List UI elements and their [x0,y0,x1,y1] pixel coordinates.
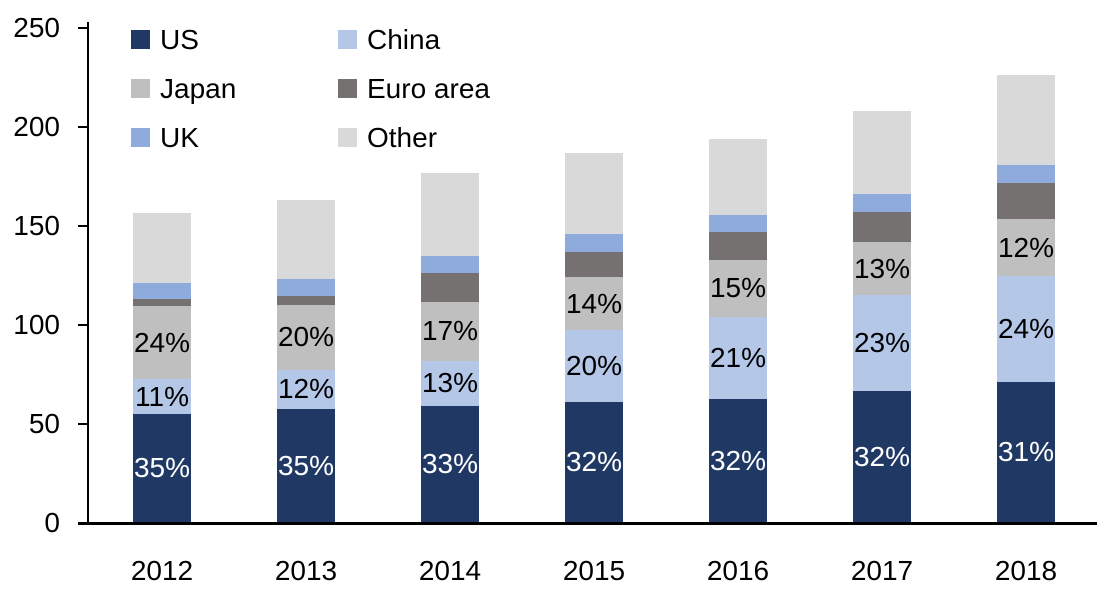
bar-segment-china-2013 [277,369,335,410]
bar-segment-japan-2016 [709,259,767,318]
segment-label-china-2013: 12% [277,373,335,405]
segment-label-japan-2017: 13% [853,252,911,284]
y-tick-label-0: 0 [44,507,60,538]
bar-segment-us-2016 [709,399,767,522]
legend-swatch-other [338,128,357,147]
bar-segment-euro-area-2017 [853,212,911,242]
bar-segment-other-2012 [133,213,191,284]
segment-label-us-2018: 31% [997,436,1055,468]
bar-segment-euro-area-2018 [997,183,1055,220]
segment-label-china-2012: 11% [135,380,189,412]
legend-swatch-japan [131,79,150,98]
bar-segment-uk-2014 [421,255,479,273]
segment-label-us-2017: 32% [853,440,911,472]
x-tick-label-2014: 2014 [418,555,482,586]
segment-label-japan-2013: 20% [277,321,335,353]
bar-segment-euro-area-2013 [277,296,335,306]
bar-segment-other-2014 [421,172,479,256]
x-tick-label-2018: 2018 [994,555,1058,586]
y-tick-label-100: 100 [13,309,60,340]
bar-segment-japan-2015 [565,277,623,330]
y-tick-label-250: 250 [13,12,60,43]
y-tick-mark [78,423,88,425]
segment-label-japan-2018: 12% [997,231,1055,263]
x-tick-label-2017: 2017 [850,555,914,586]
segment-label-us-2013: 35% [277,449,335,481]
bar-segment-japan-2018 [997,219,1055,277]
legend-label-other: Other [367,121,438,153]
segment-label-china-2014: 13% [421,367,479,399]
bar-segment-uk-2016 [709,215,767,232]
legend-label-japan: Japan [160,72,237,104]
bar-segment-uk-2012 [133,283,191,300]
bar-segment-other-2015 [565,152,623,234]
segment-label-china-2017: 23% [853,327,911,359]
bar-segment-other-2013 [277,200,335,280]
bar-segment-us-2014 [421,406,479,522]
x-tick-label-2013: 2013 [274,555,338,586]
bar-segment-uk-2015 [565,233,623,252]
bar-segment-us-2018 [997,382,1055,522]
y-tick-label-150: 150 [13,210,60,241]
bar-segment-japan-2014 [421,302,479,361]
x-tick-label-2015: 2015 [562,555,626,586]
bar-segment-china-2015 [565,329,623,403]
bar-segment-china-2017 [853,295,911,392]
legend-swatch-us [131,30,150,49]
bar-segment-uk-2017 [853,194,911,213]
bar-segment-us-2012 [133,414,191,522]
legend-label-uk: UK [160,121,199,153]
segment-label-us-2016: 32% [709,444,767,476]
segment-label-us-2015: 32% [565,446,623,478]
y-tick-label-200: 200 [13,111,60,142]
legend-swatch-euro-area [338,79,357,98]
bar-segment-us-2015 [565,402,623,522]
segment-label-china-2018: 24% [997,313,1055,345]
segment-label-japan-2015: 14% [565,287,623,319]
bar-segment-other-2017 [853,111,911,195]
x-tick-label-2012: 2012 [130,555,194,586]
bar-segment-uk-2018 [997,164,1055,184]
segment-label-japan-2016: 15% [709,272,767,304]
bar-segment-euro-area-2014 [421,272,479,303]
segment-label-us-2012: 35% [133,452,191,484]
bar-segment-uk-2013 [277,279,335,297]
x-tick-label-2016: 2016 [706,555,770,586]
bar-segment-us-2017 [853,391,911,522]
bar-segment-china-2016 [709,317,767,400]
bar-segment-euro-area-2012 [133,299,191,307]
y-tick-mark [78,225,88,227]
segment-label-japan-2012: 24% [133,326,191,358]
bar-segment-other-2016 [709,138,767,216]
legend-label-china: China [367,23,441,55]
bar-segment-euro-area-2015 [565,251,623,278]
bar-segment-china-2014 [421,360,479,407]
legend-label-euro-area: Euro area [367,72,490,104]
y-tick-label-50: 50 [28,408,60,439]
x-axis-line [78,522,1097,525]
bar-segment-japan-2017 [853,241,911,296]
legend-swatch-china [338,30,357,49]
bar-segment-china-2018 [997,276,1055,383]
segment-label-china-2016: 21% [709,342,767,374]
legend-swatch-uk [131,128,150,147]
bar-segment-japan-2013 [277,305,335,370]
y-tick-mark [78,126,88,128]
bar-segment-euro-area-2016 [709,231,767,260]
legend-label-us: US [160,23,199,55]
bar-segment-japan-2012 [133,306,191,380]
y-axis-line [87,22,89,525]
segment-label-china-2015: 20% [565,350,623,382]
segment-label-us-2014: 33% [421,448,479,480]
bar-segment-china-2012 [133,379,191,415]
bar-segment-us-2013 [277,409,335,522]
y-tick-mark [78,324,88,326]
segment-label-japan-2014: 17% [421,315,479,347]
bar-segment-other-2018 [997,74,1055,165]
y-tick-mark [78,27,88,29]
